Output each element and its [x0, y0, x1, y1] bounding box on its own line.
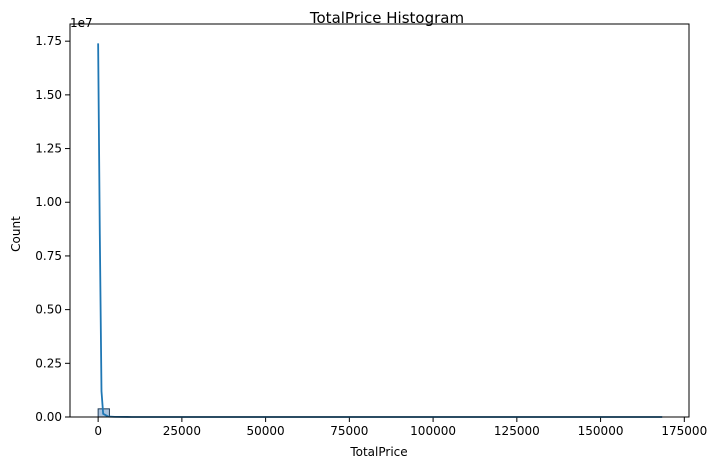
- chart-title: TotalPrice Histogram: [309, 9, 464, 27]
- y-tick-label: 1.25: [35, 142, 62, 156]
- x-tick-label: 25000: [163, 424, 201, 438]
- y-tick-label: 1.00: [35, 195, 62, 209]
- x-tick-label: 125000: [494, 424, 540, 438]
- y-tick-label: 1.50: [35, 88, 62, 102]
- kde-density-line: [97, 43, 663, 418]
- y-tick-label: 0.25: [35, 356, 62, 370]
- x-tick-label: 50000: [247, 424, 285, 438]
- x-tick-label: 175000: [661, 424, 707, 438]
- kde-curve-layer: [97, 43, 663, 418]
- y-axis-label: Count: [9, 216, 23, 252]
- y-axis-ticks: 0.00 0.25 0.50 0.75 1.00 1.25 1.50 1.75: [35, 34, 70, 424]
- x-tick-label: 150000: [578, 424, 624, 438]
- y-tick-label: 0.75: [35, 249, 62, 263]
- x-tick-label: 0: [94, 424, 102, 438]
- x-axis-label: TotalPrice: [349, 445, 407, 459]
- y-tick-label: 0.50: [35, 303, 62, 317]
- x-tick-label: 100000: [410, 424, 456, 438]
- y-axis-offset-label: 1e7: [70, 16, 93, 30]
- y-tick-label: 1.75: [35, 34, 62, 48]
- y-tick-label: 0.00: [35, 410, 62, 424]
- x-tick-label: 75000: [330, 424, 368, 438]
- x-axis-ticks: 0 25000 50000 75000 100000 125000 150000 175000: [94, 417, 707, 438]
- plot-frame: [69, 23, 690, 418]
